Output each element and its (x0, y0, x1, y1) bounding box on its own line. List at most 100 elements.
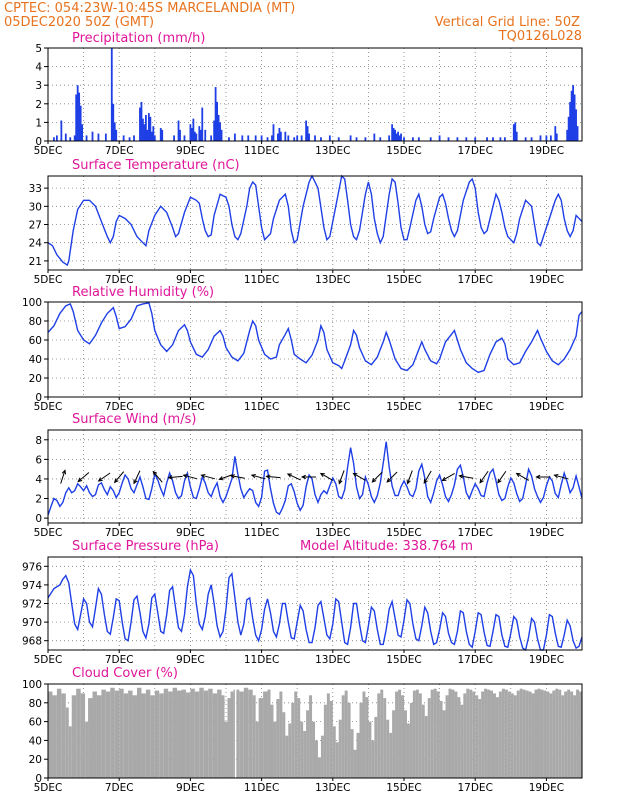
cloud-cover-bar (123, 693, 129, 778)
wind-arrow-shaft (338, 470, 345, 484)
cloud-cover-bar (424, 715, 428, 778)
cloud-cover-bar (389, 732, 393, 778)
cloud-cover-bar (65, 707, 69, 778)
cloud-cover-bar (395, 691, 399, 778)
cloud-cover-bar (451, 689, 455, 778)
cloud-cover-bar (137, 687, 142, 778)
cloud-cover-bar (519, 688, 523, 778)
cloud-cover-bar (317, 757, 321, 778)
x-tick-label: 17DEC (457, 782, 492, 794)
wind-arrow-shaft (60, 470, 66, 484)
precip-bar (190, 127, 193, 141)
panel-frame (47, 429, 583, 524)
precip-bar (373, 133, 376, 141)
precip-bar (210, 135, 213, 141)
wind-arrow-head (167, 475, 173, 480)
precip-bar (412, 137, 414, 141)
wind-arrow (60, 469, 67, 484)
wind-arrow-shaft (459, 475, 474, 479)
precip-bar (514, 122, 517, 141)
cloud-cover-bar (267, 689, 271, 778)
wind-arrow-shaft (386, 471, 398, 483)
y-tick-label: 27 (29, 220, 42, 232)
cloud-cover-bar (430, 689, 434, 778)
precip-bar (465, 137, 468, 141)
precip-bar (139, 107, 141, 141)
wind-arrow-shaft (201, 474, 216, 480)
cloud-cover-bar (114, 690, 120, 778)
wind-arrow-shaft (353, 473, 366, 481)
wind-arrow-head (406, 479, 411, 485)
y-tick-label: 100 (22, 297, 42, 309)
x-tick-label: 11DEC (244, 401, 279, 413)
precip-bar (177, 120, 180, 141)
wind-arrow-head (515, 472, 521, 478)
cloud-cover-bar (172, 687, 178, 778)
wind-arrow (200, 473, 216, 480)
precip-bar (113, 122, 116, 141)
precip-bar (133, 135, 135, 141)
precip-bar (279, 131, 282, 141)
precip-bar (555, 133, 558, 141)
wind-arrow-shaft (479, 470, 489, 484)
x-tick-label: 13DEC (315, 654, 350, 666)
x-tick-label: 9DEC (176, 145, 205, 157)
header-location: CPTEC: 054:23W-10:45S MARCELANDIA (MT) (4, 1, 295, 16)
cloud-cover-bar (472, 691, 476, 778)
y-tick-label: 2 (35, 99, 42, 111)
x-tick-label: 5DEC (34, 145, 63, 157)
y-tick-label: 20 (29, 373, 42, 385)
cloud-cover-bar (460, 704, 464, 778)
precip-bar (397, 131, 399, 141)
precip-bar (110, 48, 113, 141)
wind-arrow (423, 470, 432, 485)
cloud-cover-bar (212, 693, 218, 778)
x-tick-label: 7DEC (105, 401, 134, 413)
x-tick-label: 5DEC (34, 527, 63, 539)
cloud-cover-bar (227, 698, 231, 778)
panel-3: 0 2 4 6 8 5DEC 7DEC 9DEC 11DEC 13DEC 15DEC 17DEC 19D… (34, 412, 583, 539)
x-tick-label: 15DEC (386, 782, 421, 794)
cloud-cover-bar (80, 693, 86, 778)
y-tick-label: 974 (22, 580, 42, 592)
cloud-cover-bar (335, 742, 339, 778)
cloud-cover-bar (255, 721, 259, 778)
x-tick-label: 11DEC (244, 274, 279, 286)
cloud-cover-bar (377, 693, 381, 778)
cloud-cover-bar (540, 689, 544, 778)
cloud-cover-bar (85, 721, 89, 778)
cloud-cover-bar (398, 689, 402, 778)
panel-2: 0 20 40 60 80 100 5DEC 7DEC 9DEC 11DEC 13DEC 15DEC 1… (22, 285, 583, 413)
precip-bar (364, 137, 367, 141)
wind-arrow-head (386, 477, 392, 483)
wind-arrow-shaft (98, 472, 111, 482)
cloud-cover-bar (56, 688, 62, 778)
wind-arrow-head (458, 474, 464, 479)
cloud-cover-bar (217, 689, 222, 778)
x-tick-label: 11DEC (244, 145, 279, 157)
cloud-cover-bar (61, 693, 66, 778)
cloud-cover-bar (341, 695, 345, 778)
x-tick-label: 11DEC (244, 782, 279, 794)
cloud-cover-bar (552, 690, 556, 778)
panel-5: 0 20 40 60 80 100 5DEC 7DEC 9DEC 11DEC 13DEC 15DEC 1… (22, 666, 583, 794)
cloud-cover-bar (469, 689, 473, 778)
precip-bar (355, 137, 358, 141)
cloud-cover-bar (208, 688, 213, 778)
y-tick-label: 40 (29, 735, 42, 747)
precip-bar (300, 135, 303, 141)
panel-frame (47, 301, 583, 398)
cloud-cover-bar (386, 719, 390, 778)
panel-frame (47, 47, 583, 142)
x-tick-label: 13DEC (315, 274, 350, 286)
wind-arrow (250, 473, 266, 480)
precip-bar (213, 120, 216, 141)
x-tick-label: 7DEC (105, 527, 134, 539)
precip-bar (456, 137, 459, 141)
precip-bar (201, 107, 204, 141)
wind-arrow (497, 470, 507, 484)
wind-arrow-head (479, 478, 484, 484)
cloud-cover-bar (68, 726, 72, 778)
y-tick-label: 4 (35, 474, 42, 486)
y-tick-label: 4 (35, 62, 42, 74)
